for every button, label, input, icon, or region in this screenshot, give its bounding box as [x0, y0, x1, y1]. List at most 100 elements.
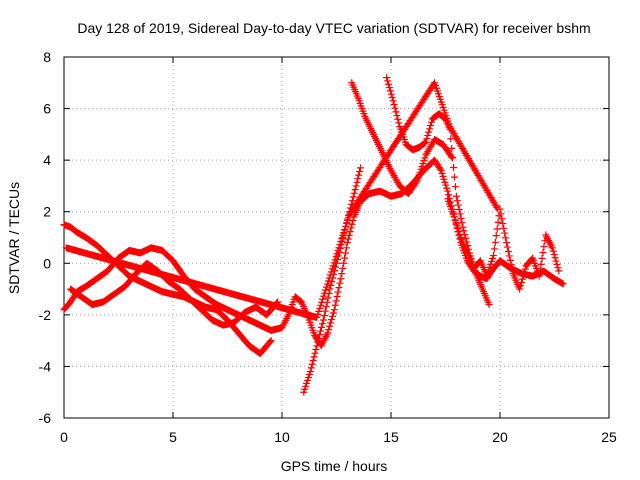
data-point	[500, 224, 508, 232]
data-point	[340, 228, 348, 236]
data-point	[452, 219, 460, 227]
data-point	[267, 337, 275, 345]
data-point	[315, 307, 323, 315]
axis-ticks: 0 5 10 15 20 25 -6 -4 -2 0 2 4 6 8	[39, 49, 617, 445]
data-point	[322, 303, 330, 311]
data-point	[559, 280, 567, 288]
data-point	[335, 244, 343, 252]
data-point	[329, 262, 337, 270]
y-tick-label: -2	[39, 307, 52, 323]
data-point	[315, 334, 323, 342]
data-point	[540, 243, 548, 251]
data-point	[517, 278, 525, 286]
data-point	[503, 243, 511, 251]
data-point	[386, 87, 394, 95]
data-point	[339, 264, 347, 272]
data-point	[489, 252, 497, 260]
data-point	[344, 235, 352, 243]
data-point	[349, 193, 357, 201]
data-point	[426, 125, 434, 133]
x-axis-label: GPS time / hours	[281, 458, 388, 474]
data-point	[488, 257, 496, 265]
data-point	[309, 357, 317, 365]
data-point	[537, 260, 545, 268]
data-point	[328, 312, 336, 320]
data-point	[336, 241, 344, 249]
data-point	[308, 360, 316, 368]
data-point	[335, 284, 343, 292]
data-point	[329, 309, 337, 317]
data-point	[318, 323, 326, 331]
data-point	[347, 224, 355, 232]
data-point	[456, 231, 464, 239]
data-point	[553, 260, 561, 268]
data-point	[424, 131, 432, 139]
chart-title: Day 128 of 2019, Sidereal Day-to-day VTE…	[77, 20, 590, 36]
data-point	[331, 301, 339, 309]
data-point	[307, 364, 315, 372]
data-point	[350, 189, 358, 197]
data-point	[498, 215, 506, 223]
data-point	[451, 183, 459, 191]
data-point	[505, 252, 513, 260]
data-point	[489, 254, 497, 262]
y-tick-label: 8	[43, 49, 51, 65]
data-point	[351, 186, 359, 194]
data-point	[301, 385, 309, 393]
data-points	[60, 74, 567, 396]
data-point	[503, 239, 511, 247]
data-point	[341, 254, 349, 262]
data-point	[328, 265, 336, 273]
data-point	[306, 368, 314, 376]
y-tick-label: -4	[39, 358, 52, 374]
data-point	[304, 376, 312, 384]
series-track-c	[67, 259, 282, 329]
data-point	[340, 259, 348, 267]
data-point	[554, 264, 562, 272]
plot-frame	[63, 56, 610, 419]
data-point	[322, 283, 330, 291]
data-point	[388, 94, 396, 102]
data-point	[317, 327, 325, 335]
data-point	[320, 312, 328, 320]
data-point	[348, 197, 356, 205]
data-point	[548, 244, 556, 252]
data-point	[555, 267, 563, 275]
data-point	[383, 74, 391, 82]
data-point	[494, 218, 502, 226]
data-point	[384, 77, 392, 85]
data-point	[266, 338, 274, 346]
data-point	[520, 268, 528, 276]
series-track-b	[60, 221, 275, 358]
series-track-e	[348, 79, 456, 198]
data-point	[314, 310, 322, 318]
data-point	[437, 166, 445, 174]
data-point	[345, 213, 353, 221]
data-point	[450, 164, 458, 172]
data-point	[324, 329, 332, 337]
data-point	[317, 301, 325, 309]
data-point	[462, 234, 470, 242]
data-point	[331, 256, 339, 264]
data-point	[326, 271, 334, 279]
data-point	[458, 219, 466, 227]
data-point	[494, 205, 502, 213]
data-point	[345, 231, 353, 239]
data-point	[333, 250, 341, 258]
data-point	[330, 259, 338, 267]
data-point	[422, 138, 430, 146]
data-point	[519, 272, 527, 280]
series-outliers	[62, 79, 502, 321]
data-point	[455, 206, 463, 214]
data-point	[455, 228, 463, 236]
data-point	[443, 184, 451, 192]
data-point	[390, 101, 398, 109]
data-point	[391, 104, 399, 112]
data-point	[342, 249, 350, 257]
data-point	[449, 154, 457, 162]
data-point	[394, 115, 402, 123]
series-track-a	[60, 156, 567, 350]
data-point	[483, 272, 491, 280]
data-point	[535, 272, 543, 280]
data-point	[460, 227, 468, 235]
